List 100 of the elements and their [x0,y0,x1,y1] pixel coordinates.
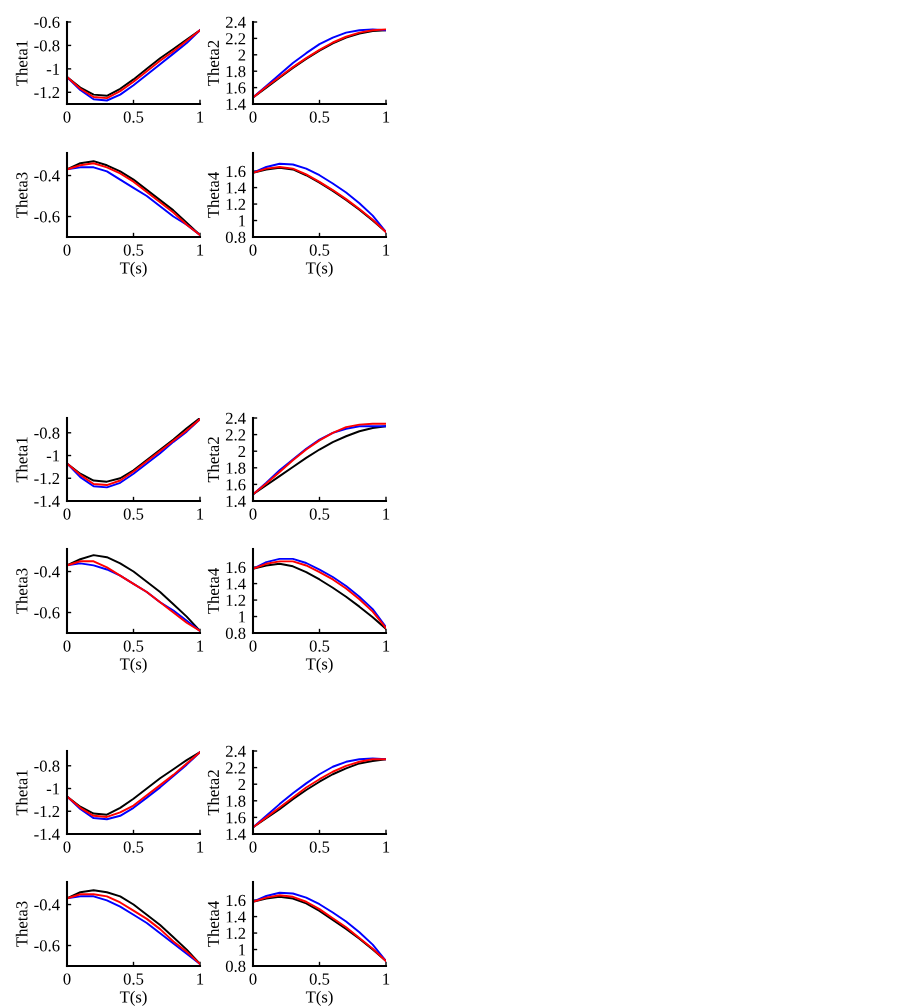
x-tick-label: 1 [197,111,204,123]
y-tick-label: 0.8 [225,960,246,973]
x-tick-label: 1 [197,973,204,985]
y-tick-label: 0.8 [225,231,246,244]
y-tick-label: 2.4 [225,745,246,758]
y-tick-label: -0.6 [34,16,60,29]
y-tick-label: 1.6 [226,479,246,491]
y-axis-title: Theta1 [15,437,28,483]
x-tick-label: 1 [383,508,390,520]
y-tick-label: 2 [238,445,246,457]
y-tick-label: 1.6 [226,894,246,907]
y-tick-label: 2 [238,778,246,790]
x-axis-title: T(s) [305,657,333,673]
x-tick-label: 0 [63,973,71,985]
y-axis-title: Theta2 [207,40,220,86]
y-tick-label: 1.6 [226,812,246,824]
x-tick-label: 0.5 [309,111,330,123]
y-axis-title: Theta2 [207,437,220,483]
y-tick-label: 1.8 [226,795,246,807]
y-tick-label: 1.6 [226,165,246,178]
x-tick-label: 0.5 [123,111,144,123]
y-axis-title: Theta3 [15,901,28,947]
y-tick-label: 2.4 [225,412,246,425]
x-tick-label: 0.5 [309,973,330,985]
y-tick-label: 2.2 [225,762,246,774]
x-tick-label: 1 [383,640,390,652]
y-tick-label: 1.4 [226,495,246,508]
y-tick-label: -0.4 [34,566,60,578]
y-tick-label: -0.4 [34,170,60,182]
x-tick-label: 0.5 [309,841,330,853]
y-tick-label: 1 [239,611,246,623]
y-tick-label: -1.2 [34,473,60,485]
y-tick-label: 0.8 [225,627,246,640]
y-tick-label: 2.4 [225,16,246,29]
y-tick-label: 1.2 [226,927,246,940]
x-tick-label: 0.5 [309,640,330,652]
x-tick-label: 1 [197,841,204,853]
x-tick-label: 0.5 [309,508,330,520]
y-tick-label: 1.4 [226,578,246,590]
x-tick-label: 1 [383,244,390,256]
x-tick-label: 0 [249,841,257,853]
y-tick-label: -1.4 [34,828,60,841]
x-axis-title: T(s) [305,990,333,1006]
y-tick-label: -1.2 [34,87,60,99]
y-tick-label: -0.6 [34,211,60,223]
y-tick-label: 1.6 [226,561,246,574]
y-tick-label: -1 [46,63,60,75]
x-axis-title: T(s) [119,261,147,277]
x-tick-label: 0.5 [123,508,144,520]
y-axis-title: Theta4 [207,172,220,218]
x-tick-label: 0.5 [309,244,330,256]
y-tick-label: -0.8 [34,427,60,439]
x-tick-label: 1 [197,244,204,256]
y-tick-label: -0.8 [34,40,60,52]
y-axis-title: Theta3 [15,568,28,614]
x-axis-title: T(s) [119,990,147,1006]
y-tick-label: -1 [46,450,60,462]
y-tick-label: 1.2 [226,594,246,607]
y-tick-label: 2 [238,49,246,61]
x-axis-title: T(s) [119,657,147,673]
y-tick-label: 1 [239,944,246,956]
y-tick-label: 1.2 [226,198,246,211]
x-tick-label: 0.5 [123,841,144,853]
x-axis-title: T(s) [305,261,333,277]
y-tick-label: 1.4 [226,911,246,923]
x-tick-label: 0 [63,640,71,652]
x-tick-label: 0 [63,111,71,123]
y-tick-label: 1.4 [226,828,246,841]
y-tick-label: -0.4 [34,899,60,911]
x-tick-label: 0 [249,508,257,520]
x-tick-label: 0.5 [123,640,144,652]
x-tick-label: 1 [197,508,204,520]
y-tick-label: 1.4 [226,182,246,194]
y-tick-label: -0.6 [34,940,60,952]
x-tick-label: 1 [197,640,204,652]
x-tick-label: 1 [383,841,390,853]
x-tick-label: 0 [249,244,257,256]
x-tick-label: 0 [63,841,71,853]
y-tick-label: -0.8 [34,760,60,772]
y-axis-title: Theta1 [15,770,28,816]
y-axis-title: Theta1 [15,40,28,86]
x-tick-label: 0 [63,244,71,256]
x-tick-label: 0 [63,508,71,520]
y-tick-label: 1.4 [226,98,246,111]
y-axis-title: Theta3 [15,172,28,218]
y-tick-label: 1.8 [226,462,246,474]
x-tick-label: 0 [249,973,257,985]
x-tick-label: 1 [383,973,390,985]
x-tick-label: 0 [249,640,257,652]
x-tick-label: 1 [383,111,390,123]
y-tick-label: -1 [46,783,60,795]
y-tick-label: 1.8 [226,65,246,78]
x-tick-label: 0.5 [123,244,144,256]
y-tick-label: 2.2 [225,429,246,441]
y-axis-title: Theta4 [207,901,220,947]
y-tick-label: 1.6 [226,82,246,94]
y-tick-label: 1 [239,215,246,227]
y-axis-title: Theta2 [207,770,220,816]
y-tick-label: -1.4 [34,495,60,508]
x-tick-label: 0.5 [123,973,144,985]
